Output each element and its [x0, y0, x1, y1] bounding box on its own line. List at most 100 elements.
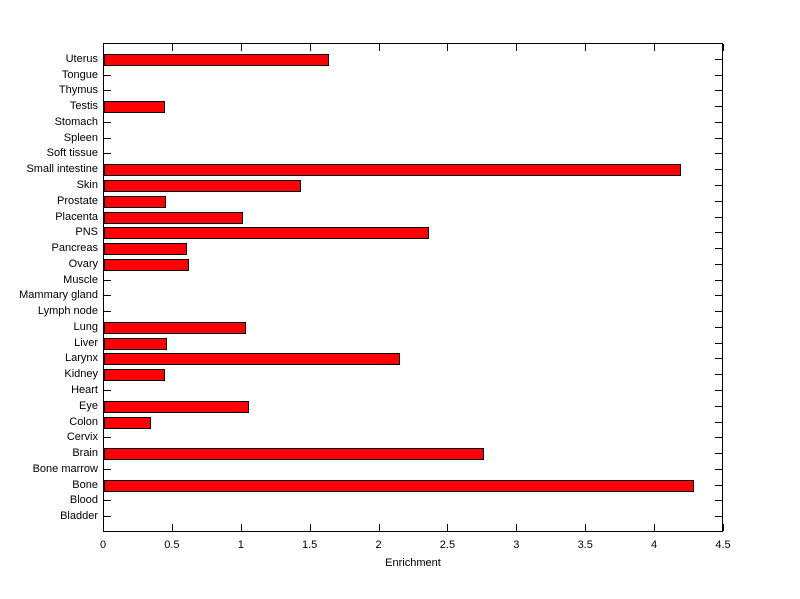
bar: [104, 321, 246, 334]
bar: [104, 479, 694, 492]
x-tick-label: 0.5: [164, 539, 180, 551]
bar: [104, 416, 151, 429]
y-tick-right: [715, 200, 722, 202]
x-tick-top: [516, 44, 518, 51]
y-tick-label: Blood: [69, 494, 98, 507]
y-tick-label: Uterus: [65, 52, 98, 65]
y-tick-label: Colon: [69, 415, 98, 428]
y-tick-label: Testis: [69, 100, 98, 113]
y-tick-left: [104, 121, 111, 123]
y-tick-right: [715, 374, 722, 376]
x-tick-bottom: [723, 524, 724, 531]
y-tick-right: [715, 74, 722, 76]
y-tick-label: Soft tissue: [46, 147, 98, 160]
y-tick-left: [104, 90, 111, 92]
y-tick-right: [715, 279, 722, 281]
x-tick-top: [240, 44, 242, 51]
x-tick-top: [171, 44, 173, 51]
y-tick-left: [104, 295, 111, 297]
x-tick-top: [654, 44, 656, 51]
y-tick-right: [715, 311, 722, 313]
y-tick-label: PNS: [75, 226, 98, 239]
y-tick-right: [715, 500, 722, 502]
y-tick-right: [715, 326, 722, 328]
y-tick-right: [715, 516, 722, 518]
y-tick-label: Lymph node: [37, 305, 98, 318]
x-tick-label: 3: [513, 539, 520, 551]
x-tick-top: [585, 44, 587, 51]
x-tick-label: 2.5: [439, 539, 456, 551]
x-tick-top: [723, 44, 724, 51]
x-tick-top: [103, 44, 104, 51]
y-tick-right: [715, 342, 722, 344]
bar: [104, 369, 165, 382]
y-tick-left: [104, 74, 111, 76]
y-tick-right: [715, 421, 722, 423]
y-tick-label: Heart: [71, 384, 98, 397]
x-tick-top: [309, 44, 311, 51]
x-tick-label: 2: [375, 539, 382, 551]
y-tick-right: [715, 106, 722, 108]
y-tick-right: [715, 232, 722, 234]
y-tick-right: [715, 58, 722, 60]
y-tick-right: [715, 405, 722, 407]
y-tick-right: [715, 263, 722, 265]
y-tick-label: Muscle: [63, 273, 98, 286]
x-tick-bottom: [240, 524, 242, 531]
y-tick-right: [715, 121, 722, 123]
y-tick-label: Kidney: [64, 368, 98, 381]
y-tick-left: [104, 500, 111, 502]
y-tick-label: Lung: [73, 320, 98, 333]
y-tick-label: Stomach: [54, 115, 98, 128]
x-tick-bottom: [171, 524, 173, 531]
y-tick-label: Brain: [72, 447, 98, 460]
y-tick-left: [104, 311, 111, 313]
bar: [104, 243, 187, 256]
y-tick-left: [104, 390, 111, 392]
y-tick-right: [715, 468, 722, 470]
plot-area: [103, 43, 724, 532]
bar: [104, 448, 485, 461]
y-tick-right: [715, 484, 722, 486]
y-tick-label: Spleen: [63, 131, 98, 144]
y-tick-right: [715, 248, 722, 250]
x-tick-label: 4.5: [715, 539, 731, 551]
bar: [104, 101, 165, 114]
y-tick-label: Larynx: [64, 352, 98, 365]
bar: [104, 337, 168, 350]
y-tick-label: Mammary gland: [19, 289, 98, 302]
y-tick-right: [715, 453, 722, 455]
y-tick-label: Prostate: [57, 194, 98, 207]
x-tick-bottom: [309, 524, 311, 531]
bar: [104, 400, 249, 413]
y-tick-label: Cervix: [66, 431, 98, 444]
y-tick-right: [715, 90, 722, 92]
y-tick-label: Thymus: [58, 84, 98, 97]
bar: [104, 353, 401, 366]
bar: [104, 258, 190, 271]
y-tick-right: [715, 437, 722, 439]
y-tick-right: [715, 358, 722, 360]
y-tick-right: [715, 295, 722, 297]
y-tick-label: Bladder: [60, 510, 98, 523]
y-tick-label: Small intestine: [26, 163, 98, 176]
x-tick-bottom: [103, 524, 104, 531]
y-tick-left: [104, 437, 111, 439]
y-tick-right: [715, 169, 722, 171]
y-tick-label: Bone marrow: [32, 462, 98, 475]
y-tick-right: [715, 216, 722, 218]
x-tick-label: 1: [237, 539, 244, 551]
x-tick-bottom: [516, 524, 518, 531]
y-tick-right: [715, 184, 722, 186]
y-tick-right: [715, 390, 722, 392]
bar: [104, 164, 682, 177]
y-tick-label: Skin: [76, 178, 98, 191]
bar: [104, 53, 329, 66]
y-tick-right: [715, 153, 722, 155]
x-tick-label: 1.5: [302, 539, 318, 551]
y-tick-right: [715, 137, 722, 139]
y-tick-label: Liver: [74, 336, 98, 349]
y-tick-label: Placenta: [55, 210, 98, 223]
bar: [104, 179, 302, 192]
